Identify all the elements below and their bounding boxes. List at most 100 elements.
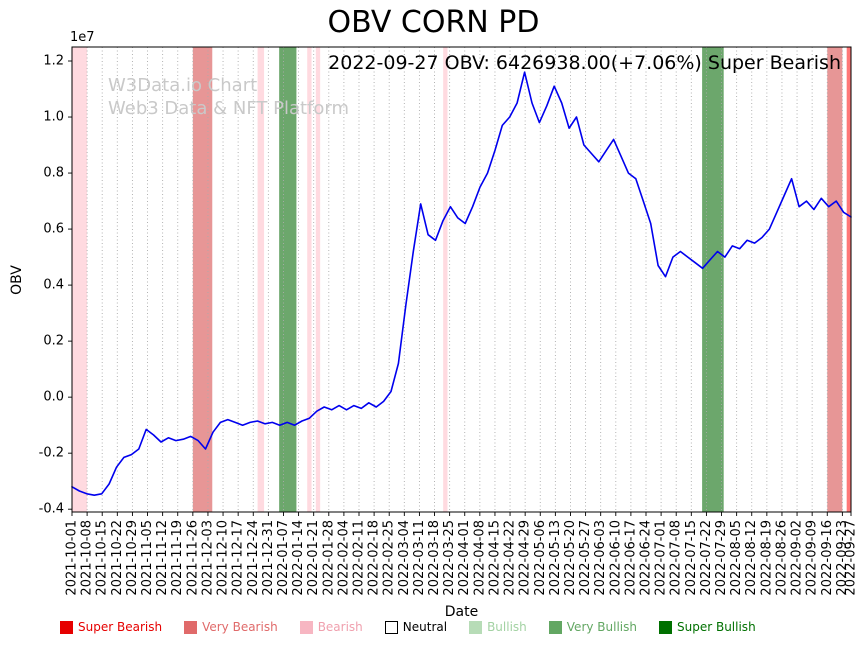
x-tick-label: 2021-11-26 [185,520,200,596]
legend-item-super-bullish: Super Bullish [659,620,756,634]
legend-item-very-bearish: Very Bearish [184,620,278,634]
legend-item-neutral: Neutral [384,620,447,634]
x-tick-label: 2022-03-18 [427,520,442,596]
legend-swatch-very-bearish [184,620,198,634]
signal-band-bearish [315,47,321,512]
legend-item-bearish: Bearish [299,620,363,634]
x-tick-label: 2021-11-05 [140,520,155,596]
x-tick-label: 2022-09-23 [835,520,850,596]
x-tick-label: 2021-12-24 [246,520,261,596]
y-axis-label: OBV [9,265,25,295]
x-tick-label: 2022-08-05 [729,520,744,596]
x-tick-label: 2022-02-18 [367,520,382,596]
x-tick-label: 2021-11-12 [155,520,170,596]
y-tick-label: 0.4 [43,278,64,293]
x-tick-label: 2022-04-29 [518,520,533,596]
x-axis-label: Date [444,604,479,620]
legend-swatch-very-bullish [548,620,562,634]
x-tick-label: 2022-08-19 [759,520,774,596]
y-tick-label: 0.2 [43,334,64,349]
x-tick-label: 2022-03-11 [412,520,427,596]
legend-item-bullish: Bullish [469,620,527,634]
legend-label-bearish: Bearish [317,620,363,634]
obv-line [71,71,852,497]
signal-legend: Super Bearish Very Bearish Bearish Neutral B… [60,620,756,634]
x-tick-label: 2022-07-08 [669,520,684,596]
x-tick-label: 2021-10-08 [80,520,95,596]
x-tick-label: 2022-03-25 [442,520,457,596]
legend-label-super-bullish: Super Bullish [677,620,756,634]
x-tick-label: 2022-02-04 [336,520,351,596]
legend-label-super-bearish: Super Bearish [78,620,163,634]
legend-item-super-bearish: Super Bearish [60,620,162,634]
x-tick-label: 2022-09-02 [790,520,805,596]
legend-swatch-bullish [469,620,483,634]
x-tick-label: 2021-10-01 [65,520,80,596]
signal-band-bearish [307,47,312,512]
x-tick-label: 2021-10-29 [125,520,140,596]
legend-swatch-super-bullish [659,620,672,634]
x-tick-label: 2022-07-29 [714,520,729,596]
x-tick-label: 2021-12-10 [216,520,231,596]
legend-label-bullish: Bullish [487,620,527,634]
x-tick-label: 2022-05-06 [533,520,548,596]
signal-band-very_bearish [827,47,843,512]
x-tick-label: 2022-01-14 [291,520,306,596]
x-tick-label: 2021-11-19 [170,520,185,596]
watermark-line1: W3Data.io Chart [108,75,258,96]
x-tick-label: 2022-07-22 [699,520,714,596]
y-axis-multiplier-label: 1e7 [70,30,95,45]
x-tick-label: 2022-01-28 [321,520,336,596]
x-tick-label: 2022-03-04 [397,520,412,596]
legend-swatch-neutral [384,620,398,634]
x-tick-label: 2022-05-13 [548,520,563,596]
x-tick-label: 2022-09-27 [844,520,859,596]
x-tick-label: 2021-12-17 [231,520,246,596]
signal-band-very_bullish [702,47,724,512]
x-tick-label: 2022-04-15 [487,520,502,596]
x-tick-label: 2021-12-03 [200,520,215,596]
x-tick-label: 2021-10-15 [95,520,110,596]
signal-band-very_bearish [192,47,213,512]
x-tick-label: 2022-08-12 [744,520,759,596]
plot-border [71,46,852,513]
y-tick-label: 0.8 [43,166,64,181]
x-tick-label: 2022-06-10 [608,520,623,596]
legend-swatch-super-bearish [60,620,73,634]
x-tick-label: 2022-07-01 [654,520,669,596]
x-tick-label: 2022-06-24 [639,520,654,596]
signal-band-super_bearish [846,47,851,512]
y-tick-label: 0.6 [43,222,64,237]
x-tick-label: 2022-06-03 [593,520,608,596]
x-tick-label: 2022-04-01 [457,520,472,596]
x-tick-label: 2022-06-17 [623,520,638,596]
legend-swatch-bearish [299,620,313,634]
x-tick-label: 2021-10-22 [110,520,125,596]
signal-band-bearish [72,47,88,512]
chart-title: OBV CORN PD [327,5,540,40]
x-tick-label: 2022-07-15 [684,520,699,596]
watermark-line2: Web3 Data & NFT Platform [108,98,350,119]
x-tick-label: 2021-12-31 [261,520,276,596]
x-tick-label: 2022-05-20 [563,520,578,596]
x-tick-label: 2022-02-11 [352,520,367,596]
x-tick-label: 2022-02-25 [382,520,397,596]
x-tick-label: 2022-09-16 [820,520,835,596]
x-tick-label: 2022-04-22 [503,520,518,596]
legend-label-very-bearish: Very Bearish [202,620,278,634]
y-tick-label: 0.0 [43,390,64,405]
x-tick-label: 2022-04-08 [472,520,487,596]
x-tick-label: 2022-08-26 [774,520,789,596]
y-tick-label: -0.2 [39,446,64,461]
latest-obv-annotation: 2022-09-27 OBV: 6426938.00(+7.06%) Super… [328,52,841,74]
signal-band-bearish [257,47,265,512]
watermark: W3Data.io Chart Web3 Data & NFT Platform [108,74,349,120]
x-tick-label: 2022-01-21 [306,520,321,596]
legend-label-very-bullish: Very Bullish [566,620,637,634]
signal-band-bearish [443,47,448,512]
legend-item-very-bullish: Very Bullish [548,620,637,634]
y-tick-label: 1.0 [43,110,64,125]
y-tick-label: 1.2 [43,54,64,69]
